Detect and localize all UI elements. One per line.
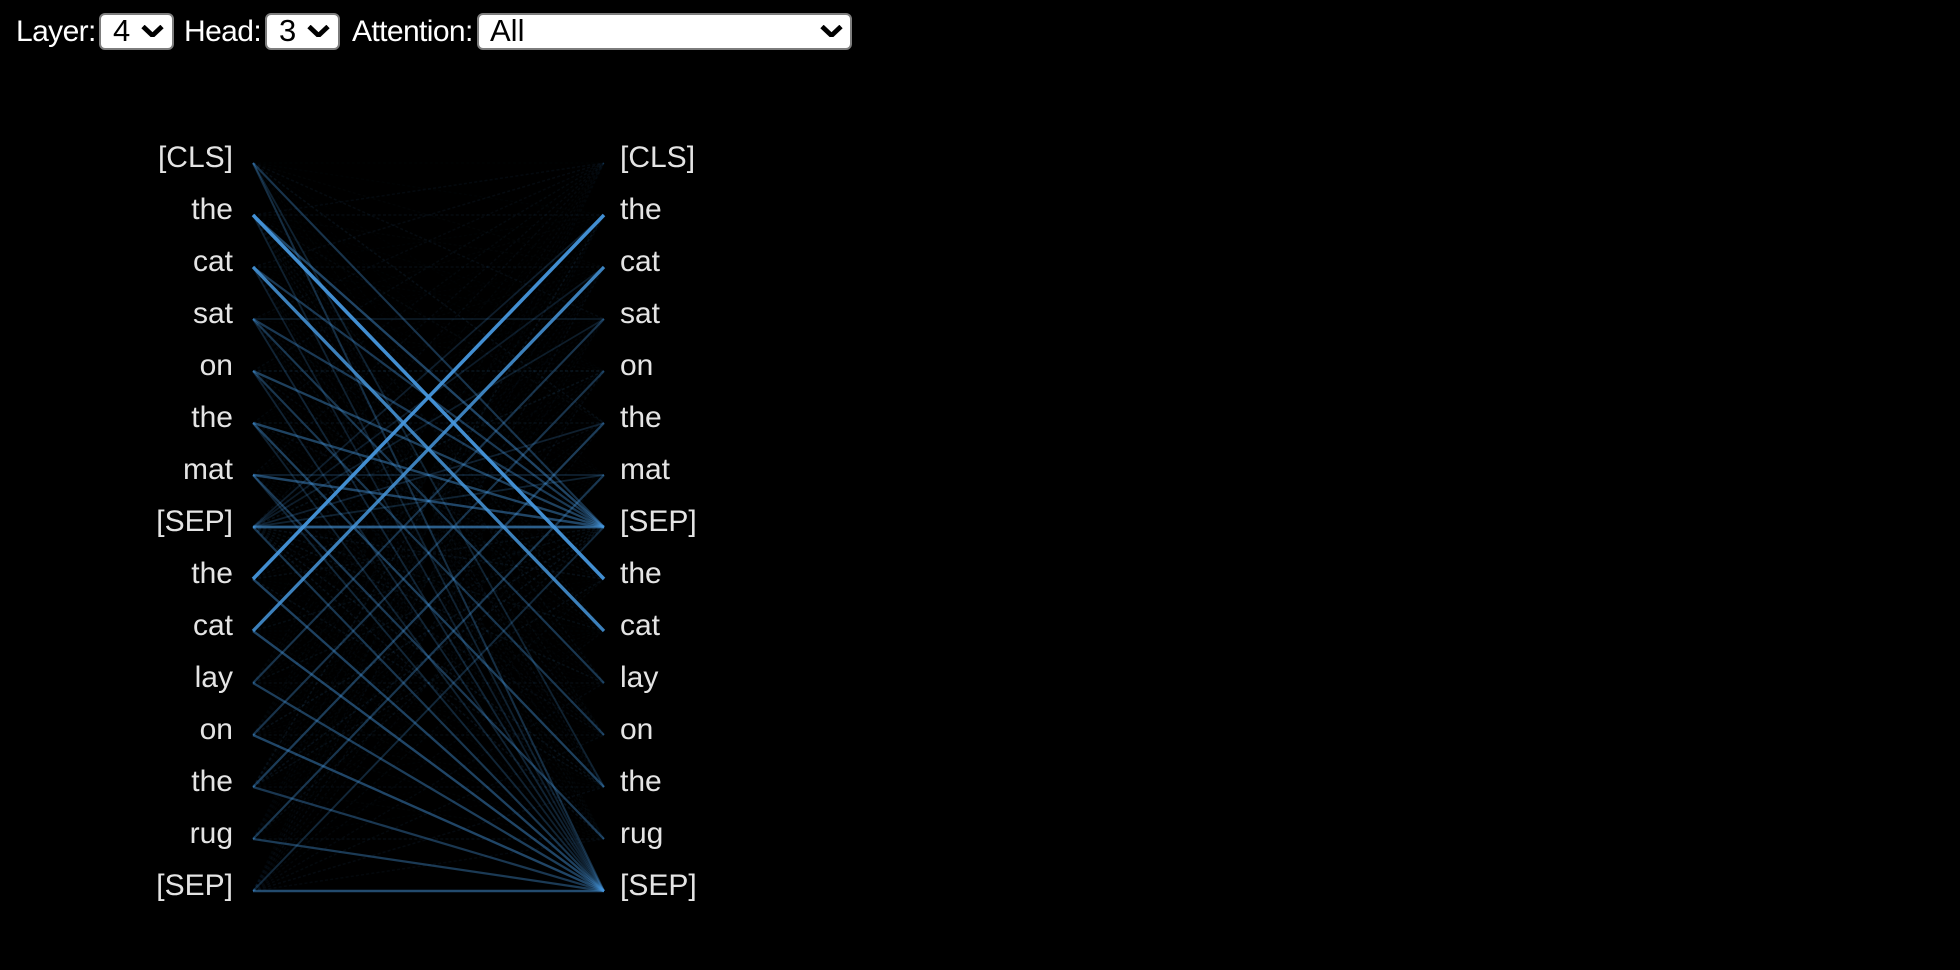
svg-text:cat: cat [620, 609, 661, 642]
svg-text:sat: sat [193, 297, 234, 330]
svg-text:rug: rug [620, 817, 663, 850]
svg-text:cat: cat [193, 245, 234, 278]
svg-text:the: the [620, 401, 662, 434]
svg-text:[SEP]: [SEP] [156, 505, 233, 538]
svg-text:lay: lay [620, 661, 658, 694]
svg-text:on: on [200, 349, 233, 382]
svg-text:mat: mat [183, 453, 234, 486]
svg-text:on: on [200, 713, 233, 746]
svg-text:[SEP]: [SEP] [156, 869, 233, 902]
svg-text:cat: cat [193, 609, 234, 642]
svg-text:the: the [191, 193, 233, 226]
svg-text:cat: cat [620, 245, 661, 278]
svg-text:the: the [191, 557, 233, 590]
svg-text:the: the [191, 765, 233, 798]
svg-text:on: on [620, 349, 653, 382]
svg-text:rug: rug [190, 817, 233, 850]
svg-text:sat: sat [620, 297, 661, 330]
svg-text:the: the [191, 401, 233, 434]
svg-text:[CLS]: [CLS] [158, 141, 233, 174]
svg-text:the: the [620, 193, 662, 226]
svg-text:the: the [620, 765, 662, 798]
svg-text:[SEP]: [SEP] [620, 505, 697, 538]
svg-text:mat: mat [620, 453, 671, 486]
svg-text:[CLS]: [CLS] [620, 141, 695, 174]
svg-text:[SEP]: [SEP] [620, 869, 697, 902]
svg-text:on: on [620, 713, 653, 746]
svg-text:lay: lay [195, 661, 233, 694]
svg-text:the: the [620, 557, 662, 590]
